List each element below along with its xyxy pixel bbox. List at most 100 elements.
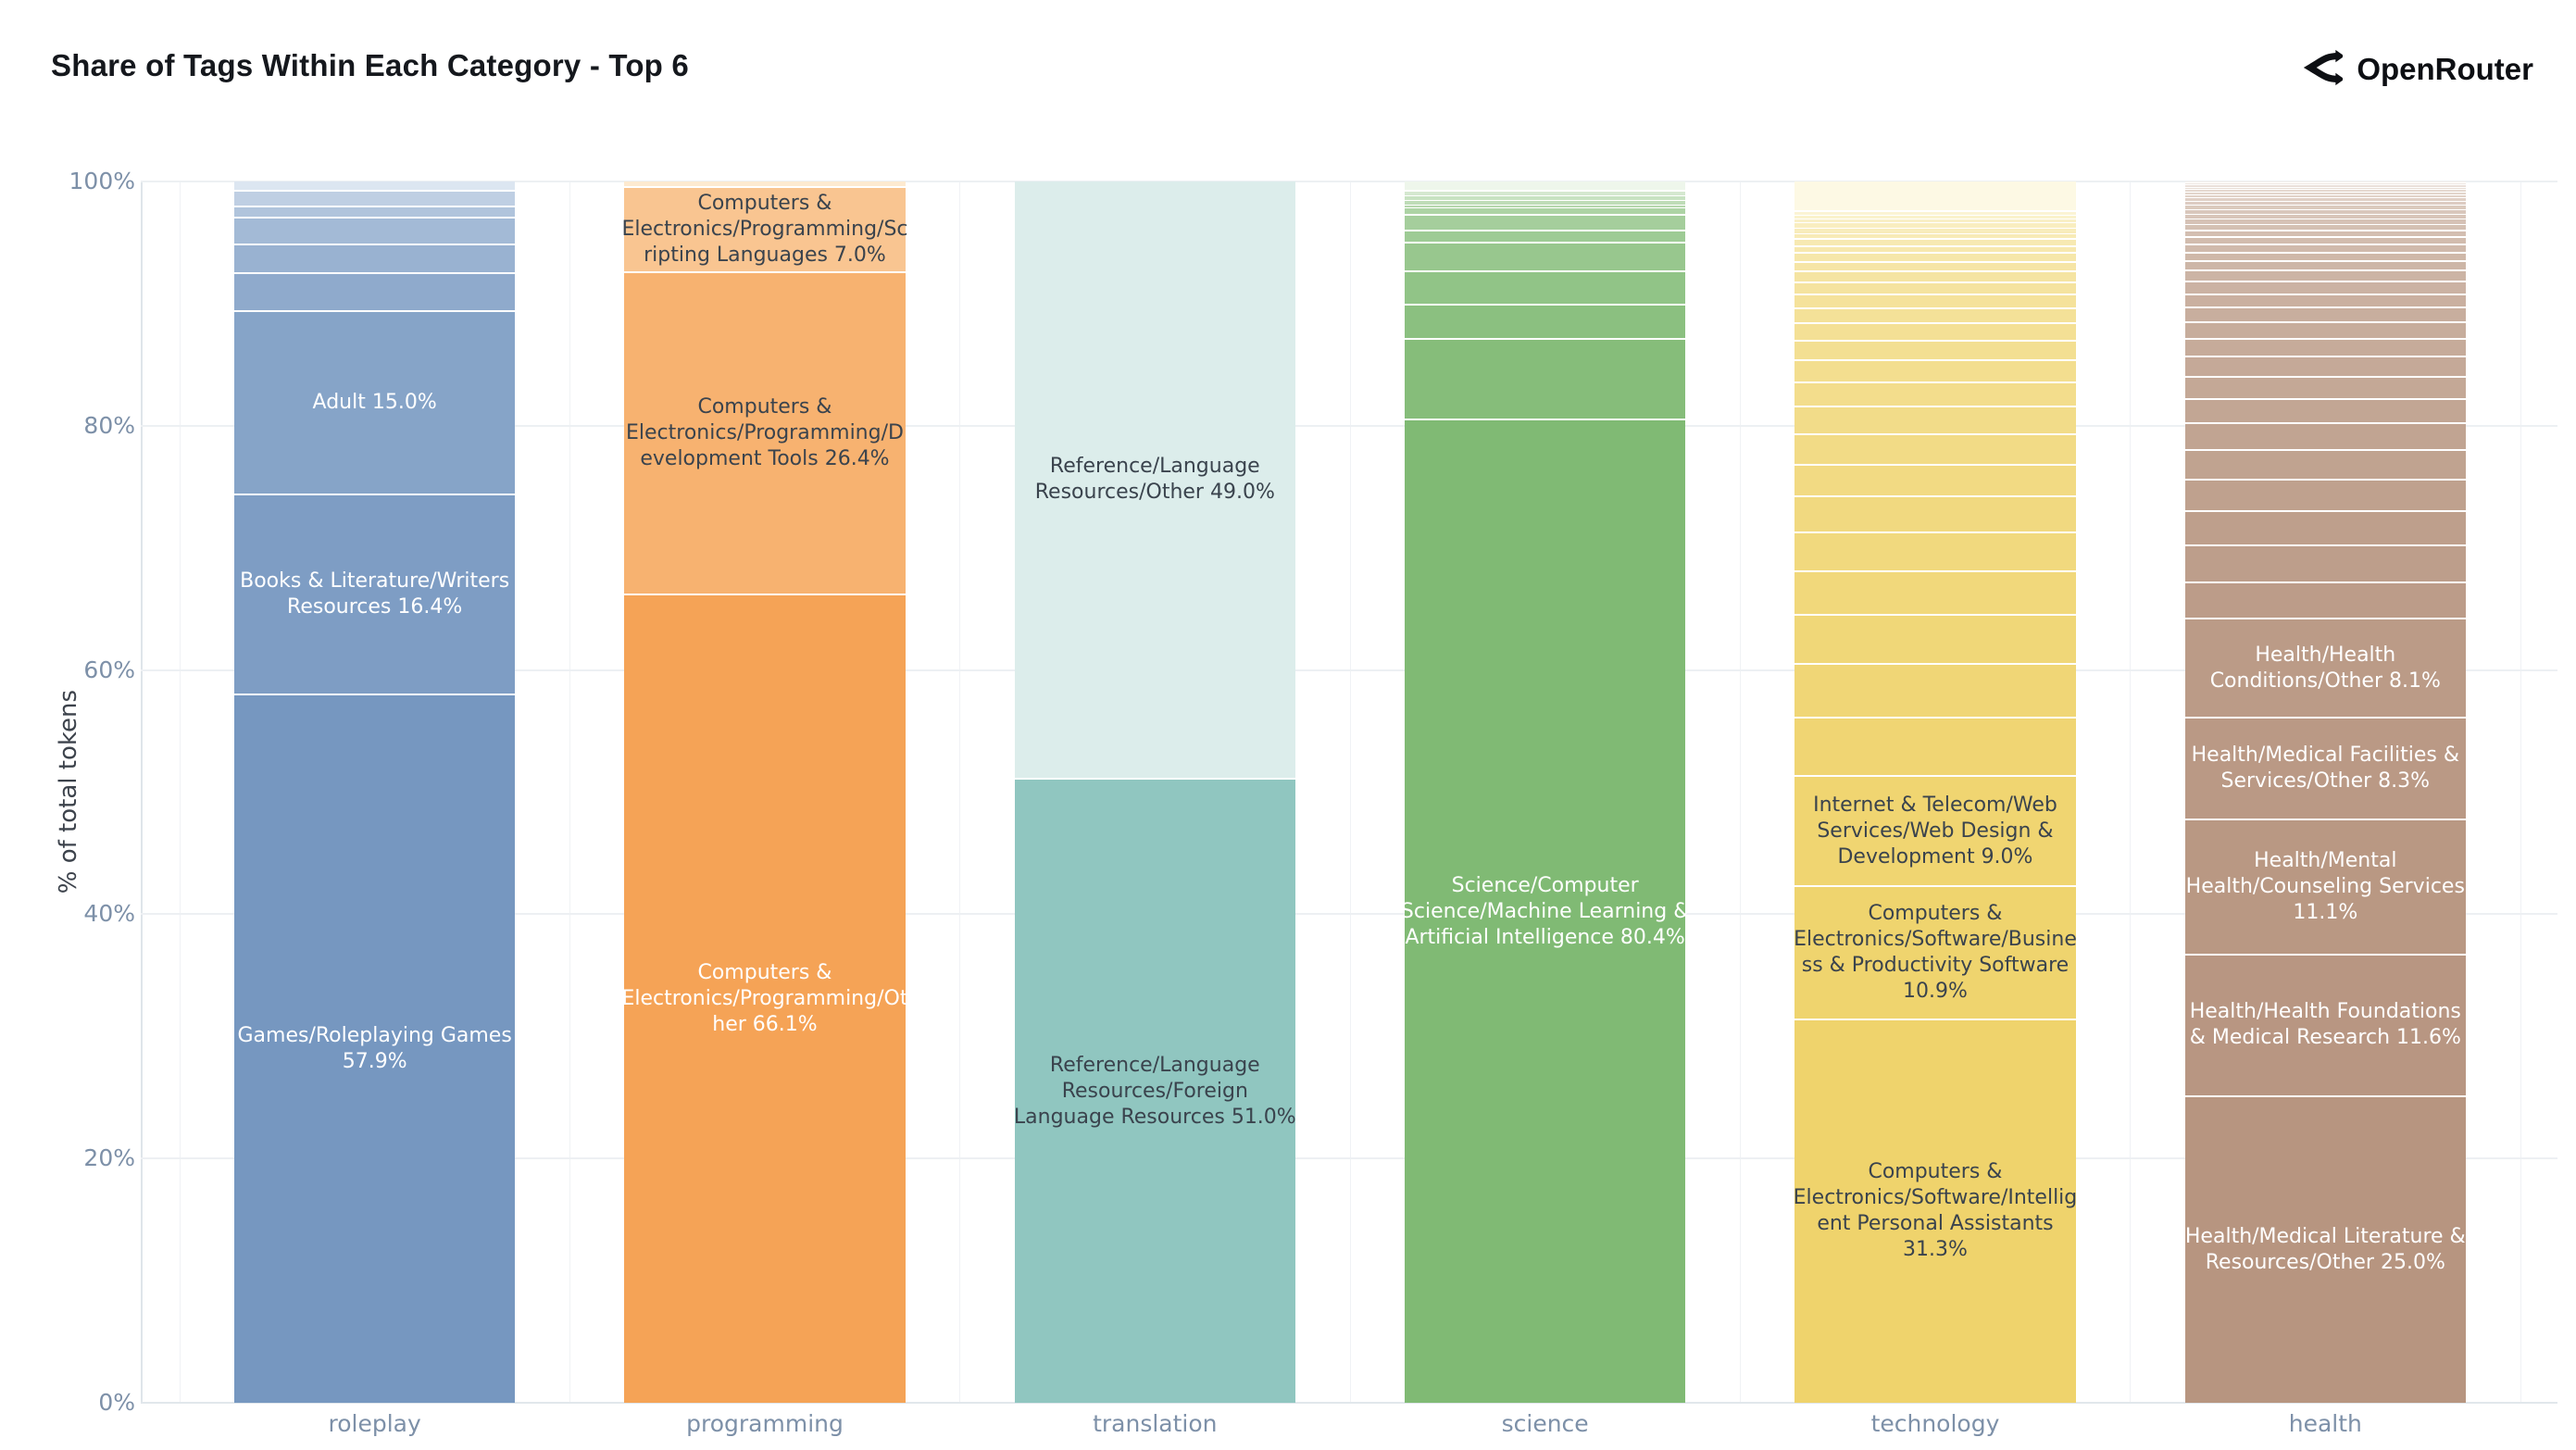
segment-technology-22[interactable] (1794, 497, 2076, 533)
segment-roleplay-8[interactable]: Games/Roleplaying Games 57.9% (233, 695, 516, 1403)
segment-programming-1[interactable]: Computers & Electronics/Programming/Scri… (621, 187, 908, 273)
segment-technology-26[interactable] (1794, 665, 2076, 719)
segment-technology-15[interactable] (1794, 324, 2076, 342)
segment-technology-7[interactable] (1794, 240, 2076, 247)
segment-technology-2[interactable] (1794, 215, 2076, 219)
segment-technology-23[interactable] (1794, 532, 2076, 572)
segment-health-22[interactable] (2184, 308, 2466, 323)
segment-technology-0[interactable] (1794, 181, 2076, 212)
segment-technology-11[interactable] (1794, 272, 2076, 284)
bar-science: Science/Computer Science/Machine Learnin… (1401, 181, 1689, 1403)
segment-health-24[interactable] (2184, 339, 2466, 358)
segment-health-25[interactable] (2184, 357, 2466, 379)
segment-science-12[interactable]: Science/Computer Science/Machine Learnin… (1401, 420, 1689, 1403)
segment-health-37[interactable]: Health/Health Foundations & Medical Rese… (2184, 955, 2466, 1097)
segment-technology-3[interactable] (1794, 219, 2076, 224)
segment-health-2[interactable] (2184, 184, 2466, 188)
segment-technology-27[interactable] (1794, 719, 2076, 778)
segment-technology-16[interactable] (1794, 341, 2076, 361)
segment-technology-17[interactable] (1794, 360, 2076, 383)
segment-science-9[interactable] (1404, 271, 1686, 306)
segment-technology-29[interactable]: Computers & Electronics/Software/Busines… (1794, 887, 2077, 1020)
segment-health-14[interactable] (2184, 231, 2466, 239)
segment-roleplay-5[interactable] (233, 274, 516, 313)
segment-translation-0[interactable]: Reference/Language Resources/Other 49.0% (1014, 181, 1295, 781)
segment-science-1[interactable] (1404, 191, 1686, 196)
segment-health-21[interactable] (2184, 294, 2466, 308)
segment-health-36[interactable]: Health/Mental Health/Counseling Services… (2184, 819, 2466, 956)
segment-health-38[interactable]: Health/Medical Literature & Resources/Ot… (2184, 1096, 2466, 1403)
segment-health-12[interactable] (2184, 219, 2466, 226)
segment-health-8[interactable] (2184, 202, 2466, 206)
segment-translation-1[interactable]: Reference/Language Resources/Foreign Lan… (1014, 780, 1296, 1403)
segment-roleplay-0[interactable] (233, 181, 516, 192)
segment-technology-20[interactable] (1794, 435, 2076, 467)
segment-technology-25[interactable] (1794, 616, 2076, 666)
segment-science-0[interactable] (1404, 181, 1686, 192)
segment-health-11[interactable] (2184, 215, 2466, 220)
segment-health-13[interactable] (2184, 225, 2466, 231)
segment-health-23[interactable] (2184, 322, 2466, 340)
segment-technology-19[interactable] (1794, 406, 2076, 436)
segment-roleplay-1[interactable] (233, 191, 516, 207)
segment-technology-21[interactable] (1794, 466, 2076, 498)
segment-roleplay-3[interactable] (233, 218, 516, 245)
segment-health-29[interactable] (2184, 451, 2466, 481)
segment-technology-10[interactable] (1794, 262, 2076, 273)
segment-roleplay-6[interactable]: Adult 15.0% (233, 312, 516, 495)
segment-technology-6[interactable] (1794, 233, 2076, 241)
segment-health-4[interactable] (2184, 190, 2466, 193)
segment-health-5[interactable] (2184, 192, 2466, 196)
segment-health-6[interactable] (2184, 195, 2466, 199)
segment-technology-5[interactable] (1794, 228, 2076, 234)
segment-technology-24[interactable] (1794, 571, 2076, 617)
segment-health-20[interactable] (2184, 282, 2466, 295)
segment-technology-30[interactable]: Computers & Electronics/Software/Intelli… (1794, 1019, 2077, 1403)
segment-technology-8[interactable] (1794, 246, 2076, 255)
segment-health-32[interactable] (2184, 546, 2466, 583)
segment-technology-4[interactable] (1794, 223, 2076, 229)
segment-technology-12[interactable] (1794, 283, 2076, 296)
segment-programming-0[interactable] (624, 181, 906, 188)
segment-science-4[interactable] (1404, 206, 1686, 208)
segment-technology-13[interactable] (1794, 295, 2076, 309)
segment-roleplay-4[interactable] (233, 244, 516, 275)
segment-health-7[interactable] (2184, 198, 2466, 203)
segment-programming-2[interactable]: Computers & Electronics/Programming/Deve… (624, 272, 906, 596)
segment-health-1[interactable] (2184, 182, 2466, 185)
segment-science-3[interactable] (1404, 201, 1686, 206)
segment-health-9[interactable] (2184, 206, 2466, 210)
segment-health-34[interactable]: Health/Health Conditions/Other 8.1% (2184, 619, 2466, 719)
segment-health-28[interactable] (2184, 424, 2466, 452)
segment-health-27[interactable] (2184, 399, 2466, 425)
segment-health-26[interactable] (2184, 378, 2466, 400)
segment-science-8[interactable] (1404, 244, 1686, 272)
segment-health-3[interactable] (2184, 187, 2466, 191)
segment-health-30[interactable] (2184, 480, 2466, 513)
segment-science-5[interactable] (1404, 207, 1686, 216)
segment-technology-18[interactable] (1794, 382, 2076, 407)
segment-technology-28[interactable]: Internet & Telecom/Web Services/Web Desi… (1794, 777, 2076, 888)
gridline-v-3 (1349, 181, 1351, 1403)
segment-programming-3[interactable]: Computers & Electronics/Programming/Othe… (622, 595, 907, 1403)
segment-health-15[interactable] (2184, 238, 2466, 246)
segment-health-17[interactable] (2184, 253, 2466, 262)
segment-technology-1[interactable] (1794, 211, 2076, 216)
segment-health-31[interactable] (2184, 512, 2466, 547)
segment-science-10[interactable] (1404, 306, 1686, 341)
segment-science-6[interactable] (1404, 215, 1686, 232)
segment-roleplay-7[interactable]: Books & Literature/Writers Resources 16.… (233, 494, 516, 696)
segment-health-10[interactable] (2184, 209, 2466, 216)
segment-science-11[interactable] (1404, 340, 1686, 421)
segment-health-18[interactable] (2184, 261, 2466, 272)
segment-health-19[interactable] (2184, 271, 2466, 283)
segment-technology-14[interactable] (1794, 308, 2076, 325)
segment-roleplay-2[interactable] (233, 206, 516, 219)
segment-health-35[interactable]: Health/Medical Facilities & Services/Oth… (2184, 719, 2466, 820)
segment-health-0[interactable] (2184, 181, 2466, 183)
segment-science-7[interactable] (1404, 231, 1686, 244)
segment-health-33[interactable] (2184, 582, 2466, 620)
segment-technology-9[interactable] (1794, 254, 2076, 263)
segment-health-16[interactable] (2184, 245, 2466, 254)
segment-science-2[interactable] (1404, 195, 1686, 202)
